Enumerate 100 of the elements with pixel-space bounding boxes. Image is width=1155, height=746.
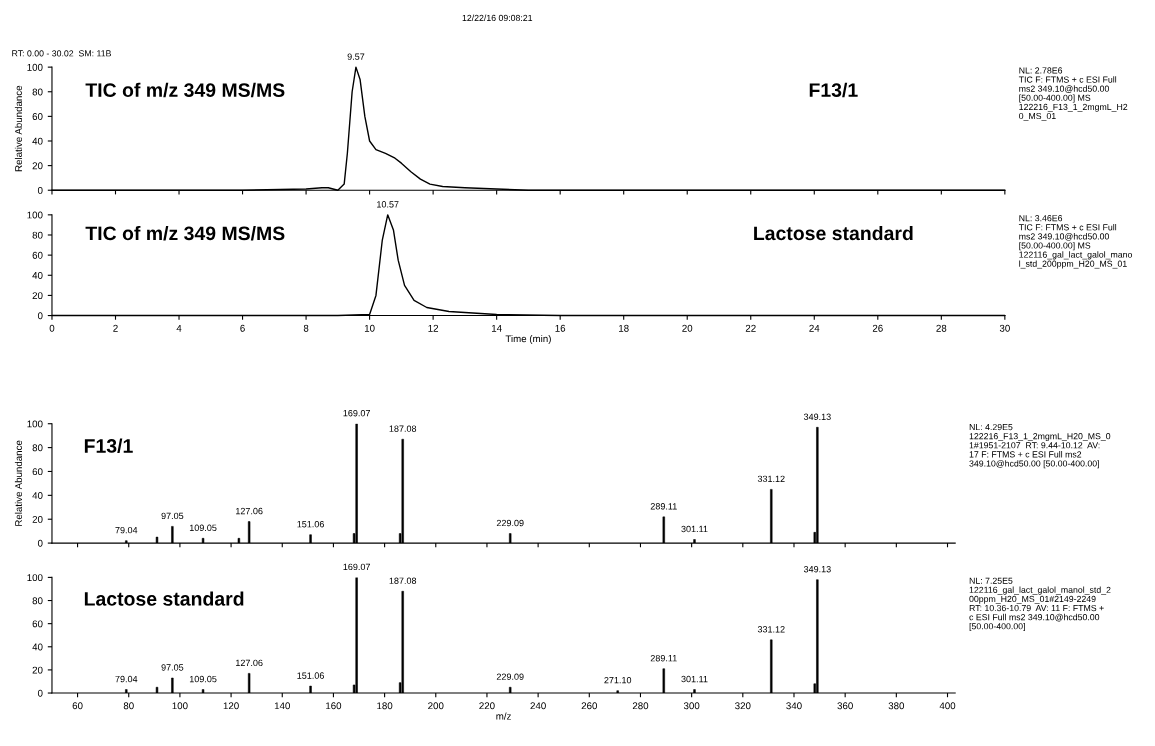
- x-tick-label: 100: [172, 702, 188, 710]
- y-tick-label: 40: [32, 643, 43, 651]
- annotation: 271.10: [604, 676, 632, 684]
- annotation: 187.08: [389, 577, 417, 584]
- x-tick-label: 6: [240, 324, 245, 332]
- annotation: 289.11: [650, 503, 677, 510]
- x-tick-label: 260: [581, 702, 598, 710]
- x-tick-label: 320: [735, 702, 751, 710]
- chart-title: TIC of m/z 349 MS/MS: [85, 225, 285, 241]
- y-axis-title: Relative Abundance: [14, 440, 23, 526]
- x-tick-label: 14: [491, 324, 502, 332]
- x-tick-label: 380: [888, 702, 905, 710]
- y-tick-label: 20: [32, 162, 43, 170]
- x-tick-label: 180: [377, 702, 393, 710]
- text: NL: 2.78E6 TIC F: FTMS + c ESI Full ms2 349.10@hcd50.00 [50.00-400.00] MS 122216_F13_1_2mgmL_H2 0_MS_01: [1018, 67, 1128, 121]
- x-tick-label: 22: [745, 324, 756, 332]
- annotation: 151.06: [297, 672, 324, 679]
- annotation: 169.07: [343, 563, 370, 571]
- y-tick-label: 100: [27, 63, 43, 71]
- y-axis-title: Relative Abundance: [14, 85, 23, 172]
- x-tick-label: 60: [72, 702, 83, 710]
- annotation: 127.06: [236, 659, 263, 667]
- y-tick-label: 0: [37, 539, 43, 547]
- x-tick-label: 0: [49, 324, 55, 332]
- annotation: 349.13: [803, 565, 831, 573]
- text: F13/1: [809, 82, 858, 98]
- y-tick-label: 0: [37, 186, 43, 194]
- y-tick-label: 80: [32, 88, 43, 96]
- y-tick-label: 100: [27, 211, 43, 219]
- annotation: 169.07: [343, 410, 370, 417]
- x-tick-label: 140: [274, 702, 290, 710]
- x-tick-label: 200: [428, 702, 444, 710]
- x-tick-label: 4: [176, 324, 182, 332]
- x-tick-label: 12: [428, 324, 439, 332]
- x-tick-label: 2: [113, 324, 118, 332]
- x-tick-label: 28: [936, 324, 947, 332]
- text: 12/22/16 09:08:21: [462, 14, 533, 21]
- annotation: 127.06: [236, 507, 263, 515]
- text: F13/1: [84, 438, 133, 454]
- annotation: 97.05: [161, 664, 184, 671]
- text: NL: 4.29E5 122216_F13_1_2mgmL_H20_MS_0 1#1951-2107 RT: 9.44-10.12 AV: 17 F: FTMS + c ESI Full ms2 349.10@hcd50.00 [50.00-400.00]: [969, 423, 1111, 469]
- x-tick-label: 30: [999, 324, 1010, 332]
- x-tick-label: 360: [837, 702, 853, 710]
- x-tick-label: 18: [619, 324, 629, 332]
- text: Lactose standard: [84, 591, 244, 606]
- annotation: 289.11: [650, 655, 677, 662]
- x-tick-label: 300: [683, 702, 700, 710]
- text: NL: 3.46E6 TIC F: FTMS + c ESI Full ms2 349.10@hcd50.00 [50.00-400.00] MS 122116_gal_lact_galol_mano l_std_200ppm_H20_MS_01: [1018, 215, 1133, 269]
- y-tick-label: 20: [32, 292, 43, 300]
- annotation: 109.05: [189, 524, 217, 531]
- x-tick-label: 20: [682, 324, 693, 332]
- x-tick-label: 16: [555, 324, 566, 332]
- x-tick-label: 280: [632, 702, 649, 710]
- chart-subtitle: Lactose standard: [754, 225, 913, 241]
- x-tick-label: 240: [530, 702, 546, 710]
- y-tick-label: 60: [32, 251, 43, 259]
- x-tick-label: 26: [872, 324, 883, 332]
- x-tick-label: 160: [326, 702, 342, 710]
- x-tick-label: 220: [479, 702, 495, 710]
- y-tick-label: 80: [32, 444, 43, 452]
- y-tick-label: 100: [27, 420, 43, 428]
- y-tick-label: 60: [32, 113, 43, 120]
- text: NL: 7.25E5 122116_gal_lact_galol_manol_std_2 00ppm_H20_MS_01#2149-2249 RT: 10.36-10.79 AV: 11 F: FTMS + c ESI Full ms2 349.10@hcd50.00 [50.00-400.00]: [969, 577, 1111, 632]
- annotation: 187.08: [389, 425, 417, 432]
- annotation: 10.57: [377, 201, 399, 208]
- x-tick-label: 10: [364, 324, 375, 332]
- annotation: 151.06: [297, 521, 324, 528]
- annotation: 229.09: [496, 519, 524, 527]
- y-tick-label: 40: [32, 492, 43, 499]
- annotation: 79.04: [115, 675, 138, 683]
- x-tick-label: 400: [939, 702, 956, 710]
- y-tick-label: 80: [32, 231, 43, 239]
- annotation: 9.57: [347, 53, 365, 60]
- annotation: 301.11: [681, 525, 708, 533]
- y-tick-label: 40: [32, 272, 43, 279]
- annotation: 301.11: [681, 675, 708, 683]
- y-tick-label: 40: [32, 137, 43, 145]
- x-axis-title: Time (min): [505, 335, 551, 345]
- x-tick-label: 340: [786, 702, 802, 710]
- y-tick-label: 0: [37, 689, 43, 697]
- annotation: 331.12: [757, 626, 785, 633]
- annotation: 109.05: [189, 675, 217, 683]
- x-tick-label: 120: [223, 702, 239, 710]
- annotation: 97.05: [161, 512, 184, 520]
- y-tick-label: 80: [32, 597, 43, 605]
- x-tick-label: 24: [809, 324, 820, 332]
- x-axis-title: m/z: [496, 712, 511, 720]
- y-tick-label: 60: [32, 620, 43, 628]
- annotation: 229.09: [496, 673, 524, 680]
- text: TIC of m/z 349 MS/MS: [85, 82, 285, 98]
- y-tick-label: 100: [27, 574, 43, 582]
- annotation: 331.12: [757, 475, 785, 483]
- y-tick-label: 0: [37, 312, 43, 320]
- y-tick-label: 20: [32, 666, 43, 674]
- y-tick-label: 60: [32, 468, 43, 476]
- x-tick-label: 80: [123, 702, 134, 710]
- text: RT: 0.00 - 30.02 SM: 11B: [12, 50, 111, 57]
- x-tick-label: 8: [303, 324, 309, 332]
- y-tick-label: 20: [32, 515, 43, 523]
- annotation: 79.04: [115, 526, 138, 534]
